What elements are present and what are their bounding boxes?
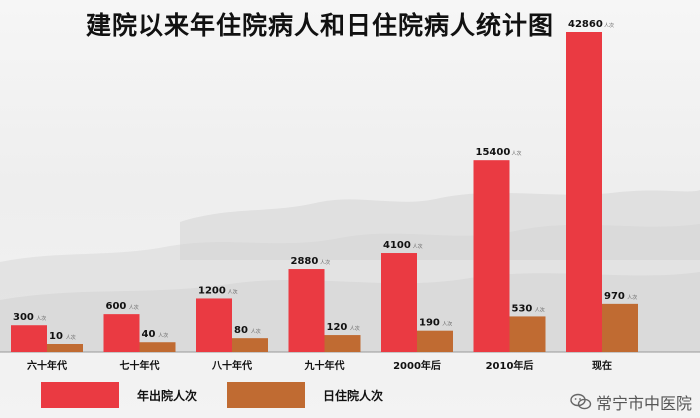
bar-daily-5 xyxy=(509,316,546,352)
legend-label-annual-discharge: 年出院人次 xyxy=(137,388,198,403)
bar-annual-5 xyxy=(473,160,510,352)
legend-swatch-annual-discharge xyxy=(41,382,119,408)
data-label: 120 xyxy=(327,322,348,333)
data-label: 2880 xyxy=(291,256,319,267)
data-label: 42860 xyxy=(568,19,603,30)
wechat-icon xyxy=(570,393,592,410)
x-tick-label: 九十年代 xyxy=(304,359,345,372)
x-tick-label: 2000年后 xyxy=(393,359,441,372)
legend-label-daily-inpatient: 日住院人次 xyxy=(323,388,384,403)
bar-daily-6 xyxy=(602,303,638,352)
bar-annual-0 xyxy=(11,325,47,352)
watermark: 常宁市中医院 xyxy=(570,390,692,414)
x-tick-label: 七十年代 xyxy=(120,359,160,372)
data-label-unit: 人次 xyxy=(350,325,360,332)
bar-daily-1 xyxy=(139,342,176,352)
data-label: 970 xyxy=(604,291,625,302)
data-label: 10 xyxy=(49,331,63,342)
data-label-unit: 人次 xyxy=(251,328,261,335)
data-label-unit: 人次 xyxy=(627,294,637,301)
bar-daily-2 xyxy=(232,338,268,352)
data-label: 80 xyxy=(234,325,248,336)
data-label-unit: 人次 xyxy=(512,150,522,157)
data-label-unit: 人次 xyxy=(129,304,139,311)
legend-item-daily-inpatient: 日住院人次 xyxy=(227,382,383,408)
data-label: 40 xyxy=(142,329,156,340)
data-label-unit: 人次 xyxy=(413,243,423,250)
data-label-unit: 人次 xyxy=(66,334,76,341)
bar-annual-2 xyxy=(196,298,232,352)
legend-item-annual-discharge: 年出院人次 xyxy=(41,382,197,408)
data-label-unit: 人次 xyxy=(320,259,330,266)
data-label-unit: 人次 xyxy=(36,315,46,322)
x-tick-label: 2010年后 xyxy=(486,359,534,372)
data-label: 190 xyxy=(419,318,440,329)
x-tick-label: 八十年代 xyxy=(211,359,252,372)
x-tick-label: 六十年代 xyxy=(27,359,67,372)
bar-daily-0 xyxy=(47,344,83,352)
data-label: 4100 xyxy=(383,240,411,251)
watermark-text: 常宁市中医院 xyxy=(595,394,692,413)
data-label: 1200 xyxy=(198,285,226,296)
bar-annual-1 xyxy=(103,314,140,352)
data-label-unit: 人次 xyxy=(228,288,238,295)
data-label: 15400 xyxy=(476,147,511,158)
data-label: 530 xyxy=(512,303,533,314)
bar-annual-3 xyxy=(288,269,325,352)
data-label-unit: 人次 xyxy=(535,306,545,313)
legend-swatch-daily-inpatient xyxy=(227,382,305,408)
data-label-unit: 人次 xyxy=(604,22,614,29)
bar-daily-3 xyxy=(324,335,361,352)
bar-daily-4 xyxy=(417,330,453,352)
data-label: 600 xyxy=(106,301,127,312)
data-label: 300 xyxy=(13,312,34,323)
data-label-unit: 人次 xyxy=(158,332,168,339)
data-label-unit: 人次 xyxy=(442,321,452,328)
chart-title: 建院以来年住院病人和日住院病人统计图 xyxy=(86,11,555,40)
bar-annual-4 xyxy=(381,253,417,352)
x-tick-label: 现在 xyxy=(592,359,612,372)
bar-annual-6 xyxy=(566,32,602,352)
